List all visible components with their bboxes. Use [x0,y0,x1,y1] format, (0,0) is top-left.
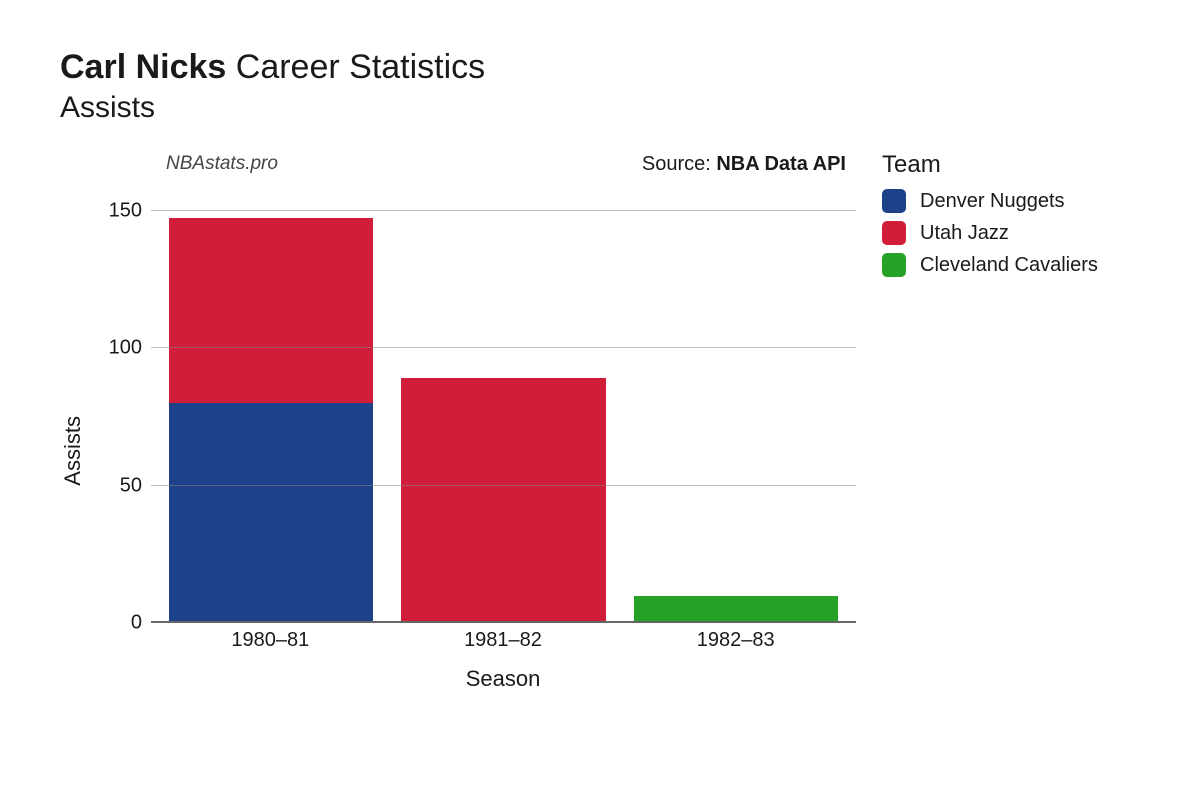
bar [634,183,838,623]
gridline [151,210,856,211]
y-tick-label: 0 [131,612,142,635]
bar [401,183,605,623]
y-axis-ticks: 050100150 [96,183,150,623]
legend-item: Cleveland Cavaliers [882,253,1098,277]
plot-top-annotations: NBAstats.pro Source: NBA Data API [96,149,856,183]
chart-container: Carl Nicks Career Statistics Assists Ass… [0,0,1200,732]
plot-area [150,183,856,623]
bars-group [151,183,856,623]
x-tick-label: 1981–82 [401,629,606,652]
legend-swatch [882,253,906,277]
legend-label: Cleveland Cavaliers [920,254,1098,277]
chart-subtitle: Assists [60,91,1160,125]
title-player-name: Carl Nicks [60,48,226,86]
legend-label: Denver Nuggets [920,190,1065,213]
x-axis-label: Season [150,666,856,692]
legend-swatch [882,221,906,245]
y-tick-label: 150 [109,199,142,222]
legend-label: Utah Jazz [920,222,1009,245]
x-axis-ticks: 1980–81 1981–82 1982–83 [150,623,856,652]
x-tick-label: 1982–83 [633,629,838,652]
y-axis-label: Assists [60,356,86,486]
source-attribution: Source: NBA Data API [642,153,846,176]
source-name: NBA Data API [716,153,846,175]
legend-items: Denver Nuggets Utah Jazz Cleveland Cavalie… [882,189,1098,277]
legend-item: Denver Nuggets [882,189,1098,213]
title-suffix: Career Statistics [226,48,485,86]
y-tick-label: 100 [109,337,142,360]
gridline [151,347,856,348]
plot-column: NBAstats.pro Source: NBA Data API 0 50 100… [96,149,856,692]
bar-segment [401,378,605,623]
x-axis-baseline [151,621,856,623]
bar-segment [169,216,373,403]
legend-item: Utah Jazz [882,221,1098,245]
bar-segment [169,403,373,623]
watermark-text: NBAstats.pro [166,153,278,175]
chart-title: Carl Nicks Career Statistics [60,48,1160,87]
gridline [151,485,856,486]
bar [169,183,373,623]
legend-title: Team [882,151,1098,179]
legend-swatch [882,189,906,213]
bar-segment [634,596,838,624]
chart-body: Assists NBAstats.pro Source: NBA Data AP… [60,149,1160,692]
legend: Team Denver Nuggets Utah Jazz Cleveland Ca… [882,151,1098,285]
plot-row: 050100150 [96,183,856,623]
y-tick-label: 50 [120,474,142,497]
source-prefix: Source: [642,153,716,175]
x-tick-label: 1980–81 [168,629,373,652]
